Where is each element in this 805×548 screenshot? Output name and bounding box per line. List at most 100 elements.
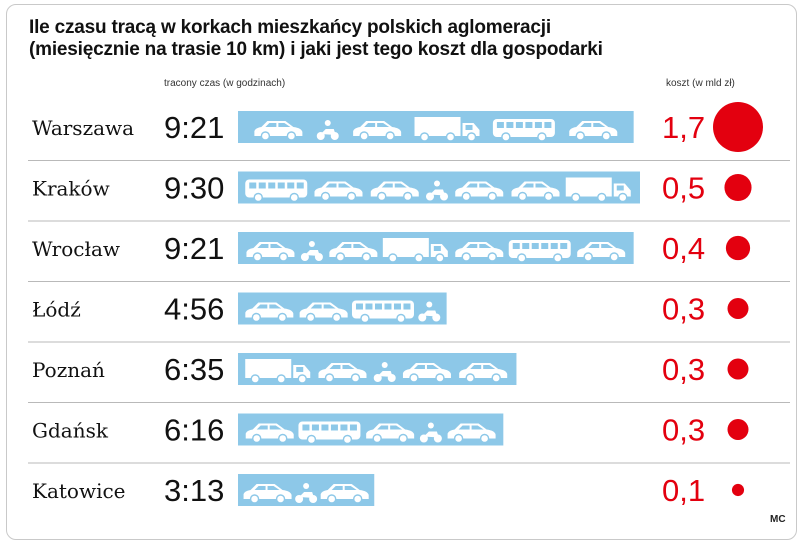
car-icon	[329, 242, 378, 262]
moto-icon	[426, 180, 448, 201]
bus-window	[321, 424, 329, 431]
bus-window	[403, 303, 411, 310]
car-wheel	[465, 373, 475, 383]
moto-icon	[300, 241, 323, 261]
car-wheel	[277, 312, 288, 323]
bus-window	[522, 243, 530, 249]
moto-rider	[303, 483, 310, 489]
time-value-label: 6:16	[164, 413, 224, 448]
car-wheel	[491, 373, 501, 383]
time-value-label: 4:56	[164, 292, 224, 327]
truck-trailer	[382, 238, 429, 257]
car-icon	[320, 484, 369, 504]
truck-wheel	[250, 374, 260, 384]
truck-trailer	[565, 177, 612, 197]
cost-value-label: 0,3	[662, 292, 705, 327]
chart-row: Warszawa 9:21 1,7	[28, 102, 790, 161]
moto-body	[423, 431, 439, 438]
bus-icon	[351, 300, 414, 324]
moto-body	[430, 189, 445, 196]
time-column-label: tracony czas (w godzinach)	[164, 78, 286, 89]
bus-window	[258, 182, 266, 189]
city-label: Wrocław	[32, 237, 120, 261]
car-wheel	[251, 312, 262, 323]
bus-window	[515, 122, 523, 128]
cost-value-label: 0,5	[662, 171, 705, 206]
city-label: Warszawa	[32, 116, 134, 140]
cost-value-label: 1,7	[662, 110, 705, 145]
car-wheel	[409, 373, 419, 383]
truck-trailer	[414, 117, 461, 136]
car-icon	[366, 423, 415, 444]
truck-window	[465, 125, 473, 130]
car-wheel	[461, 252, 471, 262]
car-window	[325, 183, 351, 188]
truck-icon	[414, 117, 480, 142]
car-window	[364, 123, 390, 127]
cost-bubble	[731, 483, 745, 497]
cost-bubble	[727, 358, 749, 380]
truck-wheel	[414, 253, 424, 263]
city-label: Katowice	[32, 479, 126, 503]
car-window	[256, 304, 282, 309]
bus-window	[550, 243, 558, 249]
moto-body	[299, 492, 315, 498]
car-wheel	[575, 131, 585, 141]
car-icon	[318, 363, 367, 383]
car-wheel	[352, 494, 363, 504]
cost-value-label: 0,4	[662, 231, 705, 266]
bus-window	[268, 182, 276, 189]
car-icon	[447, 423, 496, 444]
car-icon	[299, 302, 348, 323]
car-wheel	[278, 433, 288, 444]
moto-rider	[434, 180, 440, 187]
bus-wheel	[342, 434, 353, 445]
truck-wheel	[571, 192, 581, 203]
cost-value-label: 0,3	[662, 352, 705, 387]
truck-window	[296, 367, 304, 372]
car-wheel	[252, 252, 263, 262]
city-label: Gdańsk	[32, 419, 109, 443]
bus-wheel	[517, 253, 527, 263]
car-window	[329, 365, 355, 369]
moto-rider	[324, 120, 331, 126]
bus-window	[560, 243, 568, 249]
title-line-1: Ile czasu tracą w korkach mieszkańcy pol…	[29, 17, 551, 38]
car-wheel	[320, 191, 331, 202]
source-credit: MC	[770, 514, 786, 525]
chart-row: Kraków 9:30 0,5	[28, 171, 790, 222]
bus-window	[544, 122, 552, 128]
cost-value-label: 0,3	[662, 413, 705, 448]
bus-icon	[245, 179, 308, 203]
moto-icon	[295, 483, 318, 503]
car-wheel	[249, 494, 260, 504]
car-wheel	[326, 494, 337, 504]
truck-wheel	[276, 374, 286, 384]
car-icon	[254, 121, 303, 141]
car-wheel	[609, 252, 619, 262]
bus-window	[374, 303, 382, 310]
car-wheel	[252, 433, 262, 444]
car-wheel	[377, 191, 387, 202]
truck-wheel	[297, 374, 307, 384]
truck-window	[433, 246, 441, 251]
car-wheel	[385, 131, 395, 141]
time-value-label: 6:35	[164, 352, 224, 387]
time-value-label: 9:21	[164, 231, 224, 266]
car-window	[580, 123, 606, 127]
chart-title: Ile czasu tracą w korkach mieszkańcy pol…	[29, 17, 729, 61]
car-icon	[577, 242, 626, 262]
bus-window	[506, 122, 514, 128]
bus-icon	[508, 240, 571, 263]
car-window	[254, 486, 280, 490]
car-wheel	[346, 191, 357, 202]
bus-wheel	[553, 253, 563, 263]
car-wheel	[359, 131, 369, 141]
bus-window	[330, 424, 338, 431]
cost-value-label: 0,1	[662, 473, 705, 508]
car-window	[381, 183, 407, 188]
moto-body	[304, 250, 320, 256]
city-label: Łódź	[32, 298, 81, 322]
bus-wheel	[396, 313, 406, 324]
